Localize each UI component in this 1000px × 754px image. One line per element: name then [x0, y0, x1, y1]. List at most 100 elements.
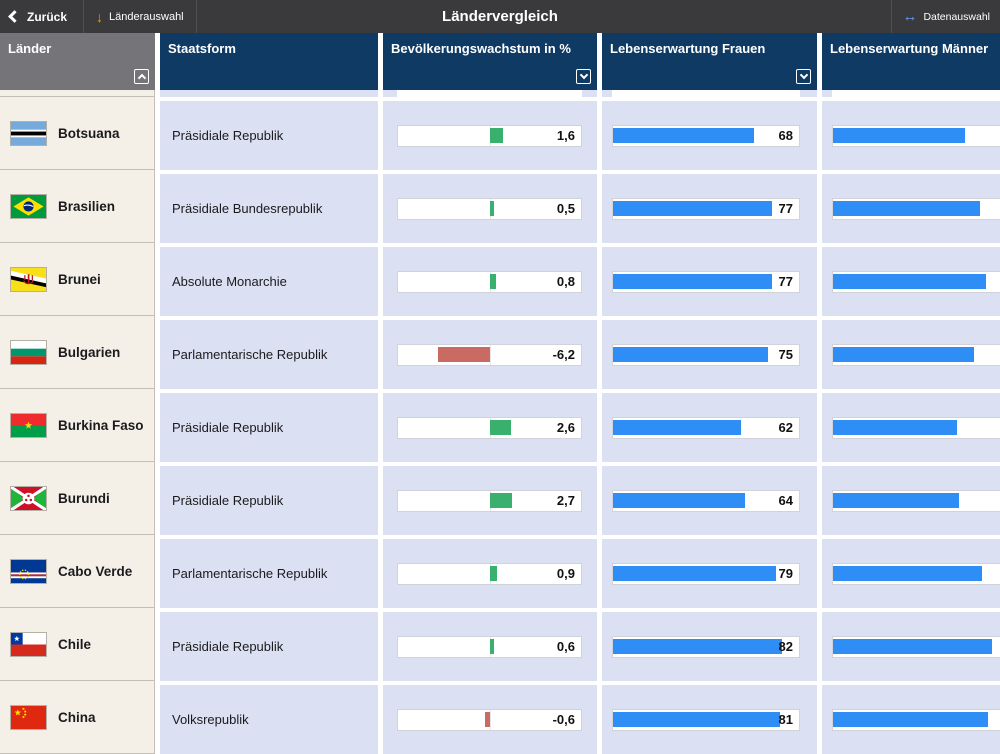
country-comparison-table: Länder Staatsform Bevölkerungswachstum i…: [0, 33, 1000, 754]
header-laender-label: Länder: [8, 41, 52, 56]
flag-cabo-verde-icon: [10, 558, 47, 584]
country-cell[interactable]: Burundi: [0, 462, 155, 535]
data-select-button[interactable]: ↔ Datenauswahl: [892, 0, 1000, 33]
life-women-value: 64: [778, 492, 793, 508]
country-select-button[interactable]: ↓ Länderauswahl: [84, 0, 196, 33]
life-women-field: 64: [612, 489, 800, 512]
life-men-bar: [833, 639, 993, 654]
life-women-bar: [613, 201, 773, 216]
growth-cell: 1,6: [383, 101, 597, 170]
growth-value: -0,6: [552, 711, 575, 727]
life-men-cell: [822, 612, 1000, 681]
table-header-row: Länder Staatsform Bevölkerungswachstum i…: [0, 33, 1000, 90]
growth-bar: [484, 712, 490, 727]
life-men-cell: [822, 393, 1000, 462]
life-women-field: 62: [612, 416, 800, 439]
growth-cell: 0,6: [383, 612, 597, 681]
table-row: Brunei Absolute Monarchie 0,8 77: [0, 243, 1000, 316]
growth-value: 2,7: [556, 492, 575, 508]
flag-brasilien-icon: [10, 193, 47, 219]
life-women-bar: [613, 420, 742, 435]
life-men-bar: [833, 566, 982, 581]
life-men-bar: [833, 420, 957, 435]
life-women-cell: 82: [602, 612, 817, 681]
life-men-field: [832, 416, 1000, 439]
life-women-bar: [613, 639, 783, 654]
header-life-women[interactable]: Lebenserwartung Frauen: [602, 33, 817, 90]
header-life-men-label: Lebenserwartung Männer: [830, 41, 989, 56]
country-cell[interactable]: Brasilien: [0, 170, 155, 243]
life-women-cell: 81: [602, 685, 817, 754]
expand-column-button[interactable]: [796, 69, 811, 84]
growth-bar: [489, 274, 497, 289]
staatsform-text: Präsidiale Bundesrepublik: [172, 201, 323, 216]
life-women-cell: 68: [602, 101, 817, 170]
growth-bar: [437, 347, 490, 362]
life-men-field: [832, 124, 1000, 147]
life-men-cell: [822, 174, 1000, 243]
collapse-column-button[interactable]: [134, 69, 149, 84]
partial-cell: [602, 90, 817, 97]
table-row: Burkina Faso Präsidiale Republik 2,6 62: [0, 389, 1000, 462]
flag-china-icon: [10, 704, 47, 730]
life-women-value: 62: [778, 419, 793, 435]
country-name: Bulgarien: [58, 344, 121, 360]
country-cell[interactable]: Botsuana: [0, 97, 155, 170]
life-women-field: 79: [612, 562, 800, 585]
chevron-down-icon: [579, 70, 588, 80]
life-women-value: 82: [778, 638, 793, 654]
life-women-bar: [613, 347, 768, 362]
flag-bulgarien-icon: [10, 339, 47, 365]
table-row: Burundi Präsidiale Republik 2,7 64: [0, 462, 1000, 535]
staatsform-text: Absolute Monarchie: [172, 274, 287, 289]
topbar-divider: [83, 0, 85, 33]
life-women-field: 75: [612, 343, 800, 366]
growth-bar-field: 2,6: [397, 416, 582, 439]
life-women-bar: [613, 566, 777, 581]
header-growth-label: Bevölkerungswachstum in %: [391, 41, 571, 56]
country-cell[interactable]: Burkina Faso: [0, 389, 155, 462]
growth-bar: [489, 420, 512, 435]
country-name: Burundi: [58, 490, 110, 506]
staatsform-cell: Absolute Monarchie: [160, 247, 378, 316]
life-men-bar: [833, 493, 960, 508]
back-chevron-icon: [8, 10, 21, 23]
country-cell[interactable]: Bulgarien: [0, 316, 155, 389]
header-staatsform-label: Staatsform: [168, 41, 236, 56]
expand-column-button[interactable]: [576, 69, 591, 84]
life-women-value: 77: [778, 200, 793, 216]
growth-bar: [489, 566, 497, 581]
life-women-cell: 62: [602, 393, 817, 462]
life-women-bar: [613, 712, 781, 727]
growth-bar-field: 0,5: [397, 197, 582, 220]
header-staatsform[interactable]: Staatsform: [160, 33, 378, 90]
life-women-cell: 79: [602, 539, 817, 608]
life-men-bar: [833, 128, 966, 143]
header-growth[interactable]: Bevölkerungswachstum in %: [383, 33, 597, 90]
growth-bar-field: 0,6: [397, 635, 582, 658]
growth-cell: -0,6: [383, 685, 597, 754]
life-women-bar: [613, 128, 754, 143]
life-men-bar: [833, 201, 980, 216]
download-arrow-icon: ↓: [96, 8, 104, 25]
life-men-cell: [822, 466, 1000, 535]
header-laender[interactable]: Länder: [0, 33, 155, 90]
partial-country-cell: [0, 90, 155, 97]
growth-bar: [489, 493, 512, 508]
country-cell[interactable]: Brunei: [0, 243, 155, 316]
growth-value: 0,9: [556, 565, 575, 581]
country-cell[interactable]: Chile: [0, 608, 155, 681]
staatsform-text: Parlamentarische Republik: [172, 566, 328, 581]
back-button[interactable]: Zurück: [0, 0, 83, 33]
staatsform-cell: Präsidiale Bundesrepublik: [160, 174, 378, 243]
growth-value: 0,8: [556, 273, 575, 289]
life-women-field: 68: [612, 124, 800, 147]
country-cell[interactable]: China: [0, 681, 155, 754]
header-life-women-label: Lebenserwartung Frauen: [610, 41, 766, 56]
country-cell[interactable]: Cabo Verde: [0, 535, 155, 608]
life-men-cell: [822, 320, 1000, 389]
growth-bar: [489, 201, 494, 216]
header-life-men[interactable]: Lebenserwartung Männer: [822, 33, 1000, 90]
staatsform-cell: Volksrepublik: [160, 685, 378, 754]
table-row: Cabo Verde Parlamentarische Republik 0,9…: [0, 535, 1000, 608]
